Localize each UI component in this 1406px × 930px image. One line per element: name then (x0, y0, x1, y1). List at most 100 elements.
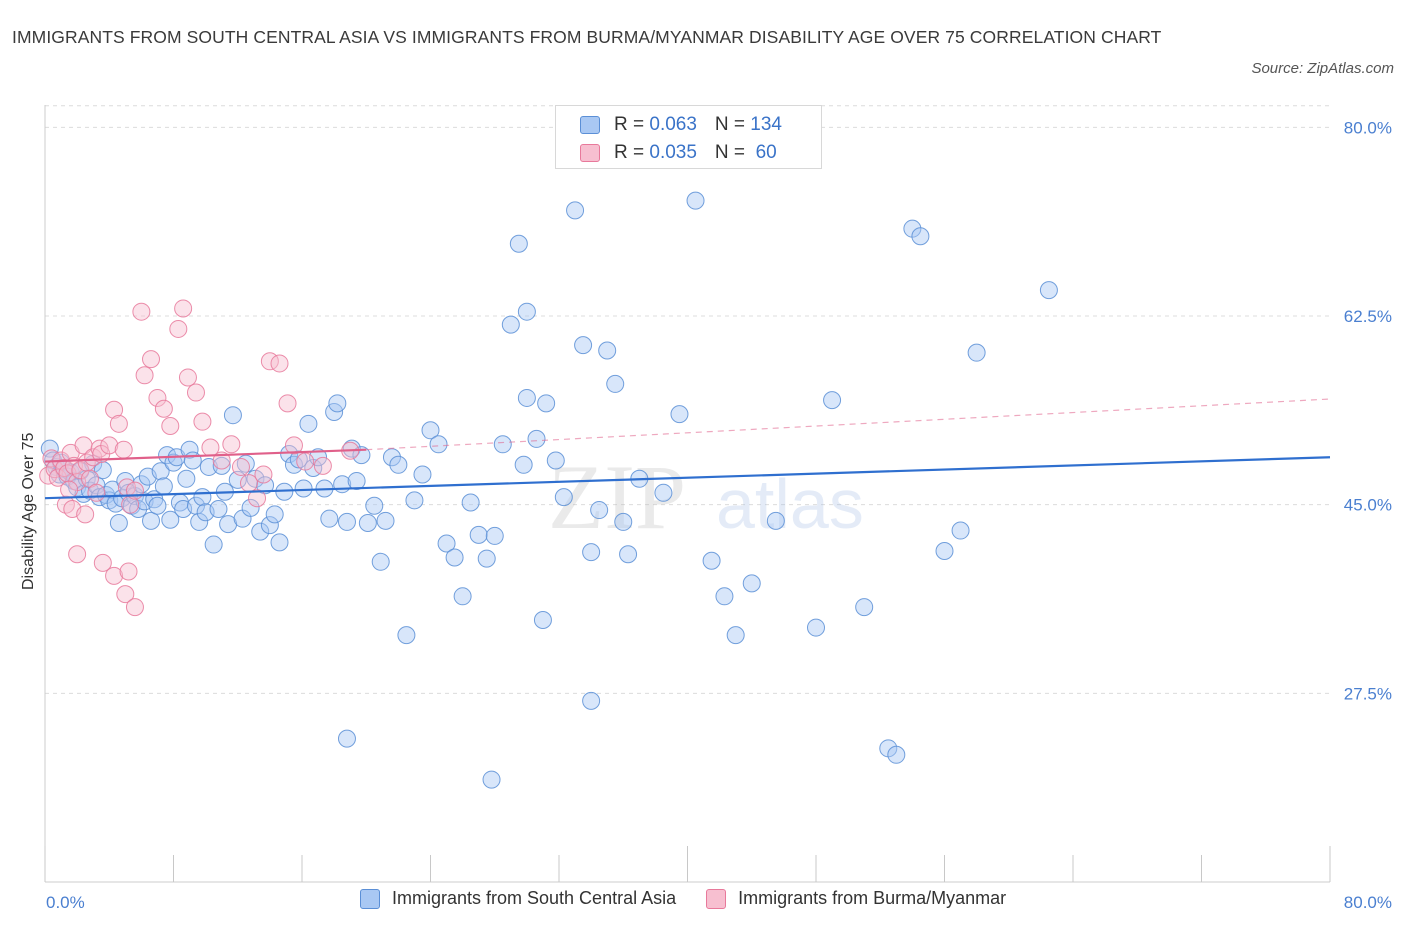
point-south-central-asia-122 (726, 626, 745, 645)
legend-swatch-pink (580, 144, 600, 162)
point-burma-myanmar-18 (60, 480, 79, 499)
point-burma-myanmar-49 (278, 394, 297, 413)
point-south-central-asia-64 (260, 516, 279, 535)
point-south-central-asia-111 (574, 336, 593, 355)
point-south-central-asia-80 (337, 512, 356, 531)
point-south-central-asia-131 (911, 227, 930, 246)
point-south-central-asia-92 (413, 465, 432, 484)
point-south-central-asia-106 (527, 429, 546, 448)
source-label: Source: ZipAtlas.com (1251, 60, 1394, 77)
point-south-central-asia-134 (967, 343, 986, 362)
point-burma-myanmar-48 (270, 354, 289, 373)
point-burma-myanmar-43 (231, 457, 250, 476)
legend-n-value-1: 134 (750, 114, 782, 135)
point-south-central-asia-94 (429, 435, 448, 454)
point-south-central-asia-62 (251, 522, 270, 541)
point-burma-myanmar-37 (178, 368, 197, 387)
point-south-central-asia-105 (517, 388, 536, 407)
point-south-central-asia-113 (590, 501, 609, 520)
point-burma-myanmar-58 (125, 598, 144, 617)
point-south-central-asia-102 (493, 435, 512, 454)
legend-item-south-central-asia[interactable]: Immigrants from South Central Asia (360, 888, 676, 909)
point-burma-myanmar-20 (76, 505, 95, 524)
series-south-central-asia-points (40, 191, 1058, 789)
point-burma-myanmar-38 (186, 383, 205, 402)
point-burma-myanmar-57 (116, 585, 135, 604)
point-burma-myanmar-39 (193, 412, 212, 431)
point-burma-myanmar-56 (105, 566, 124, 585)
trend-line-burma-myanmar-extension (366, 398, 1331, 451)
point-south-central-asia-116 (614, 512, 633, 531)
legend-row-burma-myanmar: R = 0.035 N = 60 (580, 141, 777, 165)
point-burma-myanmar-23 (105, 400, 124, 419)
point-burma-myanmar-31 (142, 350, 161, 369)
point-south-central-asia-139 (337, 729, 356, 748)
point-south-central-asia-78 (328, 394, 347, 413)
point-burma-myanmar-3 (48, 468, 67, 487)
point-south-central-asia-43 (177, 469, 196, 488)
point-burma-myanmar-46 (254, 465, 273, 484)
y-tick-label-0: 27.5% (1344, 684, 1392, 703)
point-south-central-asia-98 (461, 493, 480, 512)
point-south-central-asia-118 (654, 483, 673, 502)
point-south-central-asia-114 (598, 341, 617, 360)
point-south-central-asia-101 (485, 526, 504, 545)
point-south-central-asia-119 (670, 405, 689, 424)
watermark-atlas: atlas (716, 465, 864, 543)
y-axis-label: Disability Age Over 75 (20, 432, 37, 590)
point-south-central-asia-115 (606, 374, 625, 393)
series-legend: Immigrants from South Central Asia Immig… (360, 888, 1036, 909)
point-south-central-asia-69 (284, 455, 303, 474)
point-south-central-asia-56 (223, 406, 242, 425)
point-south-central-asia-87 (376, 511, 395, 530)
legend-n-label-2: N = (714, 142, 751, 163)
point-burma-myanmar-29 (132, 302, 151, 321)
legend-label-south-central-asia: Immigrants from South Central Asia (392, 888, 677, 908)
point-burma-myanmar-59 (119, 562, 138, 581)
point-south-central-asia-22 (109, 513, 128, 532)
point-south-central-asia-124 (766, 511, 785, 530)
point-south-central-asia-65 (265, 505, 284, 524)
correlation-legend: R = 0.063 N = 134 R = 0.035 N = 60 (555, 105, 822, 169)
point-south-central-asia-89 (389, 455, 408, 474)
point-burma-myanmar-25 (114, 440, 133, 459)
point-south-central-asia-84 (358, 513, 377, 532)
watermark: ZIP atlas (548, 446, 864, 548)
legend-item-burma-myanmar[interactable]: Immigrants from Burma/Myanmar (706, 888, 1006, 909)
point-south-central-asia-76 (320, 509, 339, 528)
point-south-central-asia-132 (935, 542, 954, 561)
point-south-central-asia-95 (437, 534, 456, 553)
legend-row-south-central-asia: R = 0.063 N = 134 (580, 113, 782, 137)
legend-r-value-2: 0.035 (649, 142, 697, 163)
y-tick-label-1: 45.0% (1344, 496, 1392, 515)
point-south-central-asia-104 (509, 234, 528, 253)
point-burma-myanmar-35 (169, 319, 188, 338)
point-south-central-asia-137 (582, 691, 601, 710)
point-south-central-asia-121 (702, 551, 721, 570)
y-tick-label-2: 62.5% (1344, 307, 1392, 326)
point-south-central-asia-120 (686, 191, 705, 210)
point-south-central-asia-47 (190, 512, 209, 531)
point-burma-myanmar-24 (109, 414, 128, 433)
point-burma-myanmar-36 (174, 299, 193, 318)
trend-line-burma-myanmar (44, 448, 367, 463)
point-south-central-asia-66 (270, 533, 289, 552)
point-south-central-asia-45 (183, 451, 202, 470)
point-south-central-asia-29 (132, 475, 151, 494)
point-south-central-asia-107 (537, 394, 556, 413)
point-burma-myanmar-52 (313, 456, 332, 475)
legend-label-burma-myanmar: Immigrants from Burma/Myanmar (738, 888, 1007, 908)
x-tick-label-min: 0.0% (46, 893, 85, 912)
legend-r-label-1: R = (614, 114, 650, 135)
point-south-central-asia-140 (482, 770, 501, 789)
point-south-central-asia-68 (280, 445, 299, 464)
point-south-central-asia-53 (212, 456, 231, 475)
point-south-central-asia-34 (148, 496, 167, 515)
trend-line-south-central-asia (44, 456, 1331, 500)
tick-labels: 27.5% 45.0% 62.5% 80.0% 0.0% 80.0% (46, 118, 1392, 912)
point-south-central-asia-82 (347, 471, 366, 490)
point-burma-myanmar-51 (296, 452, 315, 471)
point-south-central-asia-141 (715, 587, 734, 606)
point-burma-myanmar-30 (135, 366, 154, 385)
